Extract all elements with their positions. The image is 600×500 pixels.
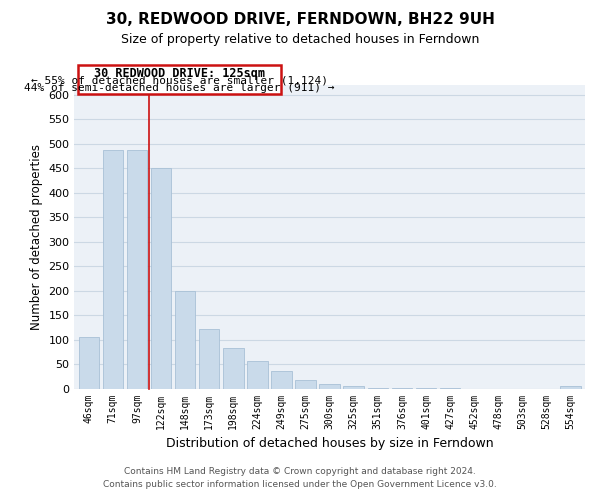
Y-axis label: Number of detached properties: Number of detached properties [30, 144, 43, 330]
Bar [319, 384, 340, 388]
Bar [175, 290, 196, 388]
Text: Size of property relative to detached houses in Ferndown: Size of property relative to detached ho… [121, 32, 479, 46]
Text: 30, REDWOOD DRIVE, FERNDOWN, BH22 9UH: 30, REDWOOD DRIVE, FERNDOWN, BH22 9UH [106, 12, 494, 28]
Bar [103, 150, 123, 388]
Text: 44% of semi-detached houses are larger (911) →: 44% of semi-detached houses are larger (… [25, 83, 335, 93]
Text: 30 REDWOOD DRIVE: 125sqm: 30 REDWOOD DRIVE: 125sqm [94, 67, 265, 80]
Bar [79, 337, 99, 388]
Bar [247, 361, 268, 388]
FancyBboxPatch shape [78, 65, 281, 94]
Bar [199, 329, 220, 388]
Bar [271, 372, 292, 388]
Bar [127, 150, 147, 388]
Bar [295, 380, 316, 388]
Text: ← 55% of detached houses are smaller (1,124): ← 55% of detached houses are smaller (1,… [31, 75, 328, 85]
Bar [223, 348, 244, 389]
Bar [343, 386, 364, 388]
Bar [151, 168, 171, 388]
X-axis label: Distribution of detached houses by size in Ferndown: Distribution of detached houses by size … [166, 437, 493, 450]
Text: Contains HM Land Registry data © Crown copyright and database right 2024.
Contai: Contains HM Land Registry data © Crown c… [103, 467, 497, 489]
Bar [560, 386, 581, 388]
